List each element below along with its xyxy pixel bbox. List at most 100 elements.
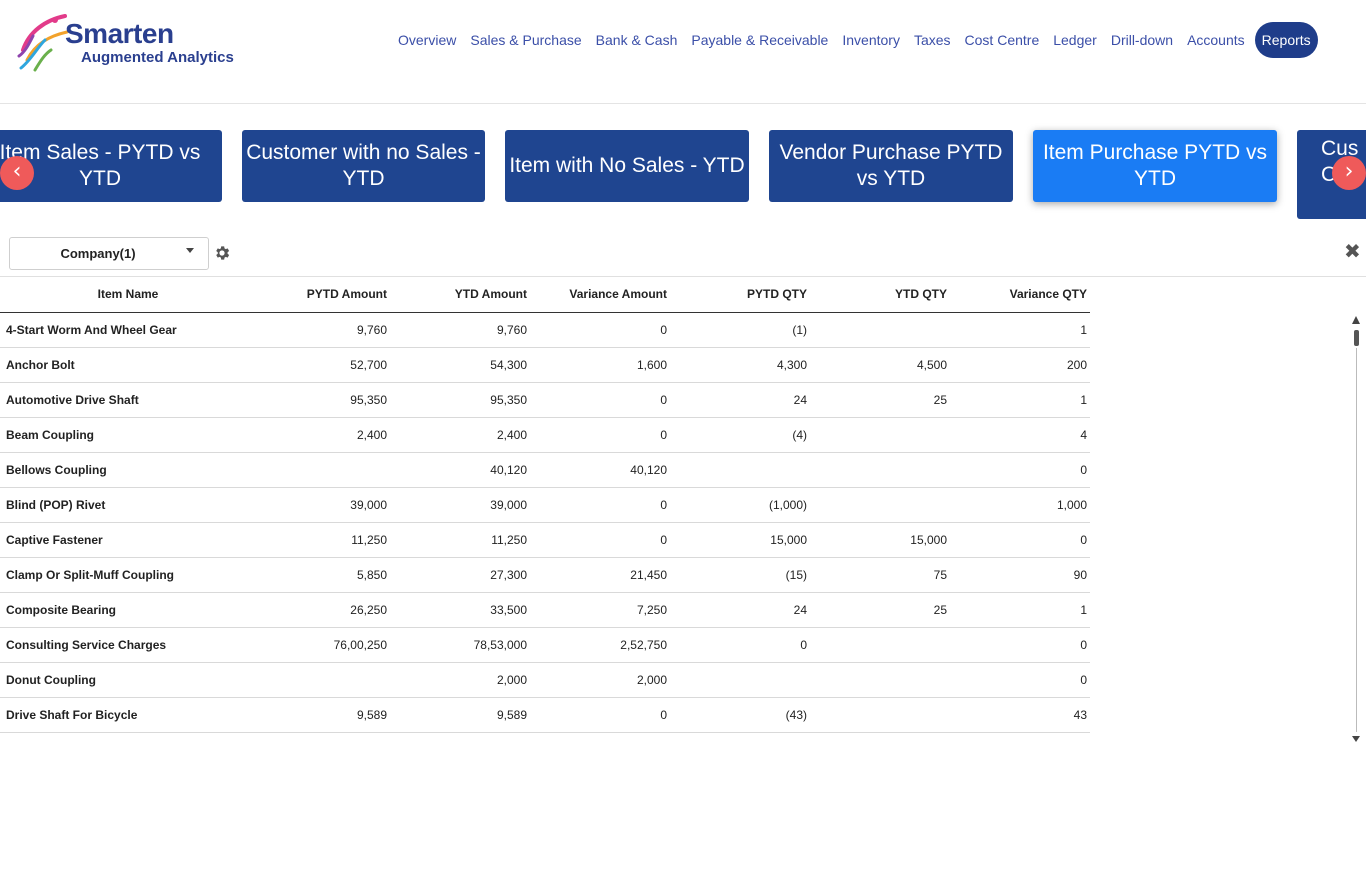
value-cell: 24: [670, 592, 810, 628]
value-cell: 9,589: [256, 697, 390, 733]
table-row[interactable]: Beam Coupling 2,400 2,400 0 (4) 4: [0, 417, 1090, 453]
column-header-variance-amount[interactable]: Variance Amount: [530, 277, 670, 313]
table-row[interactable]: Automotive Drive Shaft 95,350 95,350 0 24 25 1: [0, 382, 1090, 418]
top-header: Smarten Augmented Analytics Overview Sale…: [0, 0, 1366, 104]
nav-item-ledger[interactable]: Ledger: [1053, 32, 1097, 48]
value-cell: 9,760: [256, 312, 390, 348]
value-cell: 7,250: [530, 592, 670, 628]
scrollbar-thumb[interactable]: [1354, 330, 1359, 346]
value-cell: [810, 312, 950, 348]
value-cell: 2,000: [390, 662, 530, 698]
column-header-pytd-qty[interactable]: PYTD QTY: [670, 277, 810, 313]
report-card-3[interactable]: Item with No Sales - YTD: [505, 130, 749, 202]
value-cell: 0: [530, 487, 670, 523]
value-cell: 0: [950, 662, 1090, 698]
column-header-pytd-amount[interactable]: PYTD Amount: [256, 277, 390, 313]
column-header-item-name[interactable]: Item Name: [0, 277, 256, 313]
value-cell: 2,400: [256, 417, 390, 453]
value-cell: 95,350: [390, 382, 530, 418]
table-row[interactable]: Bellows Coupling 40,120 40,120 0: [0, 452, 1090, 488]
table-row[interactable]: Blind (POP) Rivet 39,000 39,000 0 (1,000) 1,0…: [0, 487, 1090, 523]
value-cell: (15): [670, 557, 810, 593]
scroll-up-arrow-icon[interactable]: [1352, 316, 1360, 324]
value-cell: 78,53,000: [390, 627, 530, 663]
table-scrollbar[interactable]: [1350, 316, 1364, 742]
table-header-row: Item Name PYTD Amount YTD Amount Variance A…: [0, 277, 1090, 313]
table-row[interactable]: Consulting Service Charges 76,00,250 78,53…: [0, 627, 1090, 663]
company-dropdown-label: Company(1): [60, 246, 136, 261]
company-dropdown[interactable]: Company(1): [9, 237, 209, 270]
value-cell: 1: [950, 592, 1090, 628]
value-cell: 1: [950, 312, 1090, 348]
value-cell: 43: [950, 697, 1090, 733]
value-cell: 39,000: [256, 487, 390, 523]
close-icon[interactable]: ✖: [1344, 239, 1361, 263]
logo-tagline-text: Augmented Analytics: [81, 49, 234, 66]
value-cell: 2,000: [530, 662, 670, 698]
report-card-5[interactable]: Item Purchase PYTD vs YTD: [1033, 130, 1277, 202]
nav-item-payable-receivable[interactable]: Payable & Receivable: [691, 32, 829, 48]
value-cell: 33,500: [390, 592, 530, 628]
report-table-container: Item Name PYTD Amount YTD Amount Variance A…: [0, 277, 1090, 733]
column-header-ytd-amount[interactable]: YTD Amount: [390, 277, 530, 313]
table-row[interactable]: Clamp Or Split-Muff Coupling 5,850 27,300 2…: [0, 557, 1090, 593]
value-cell: 2,400: [390, 417, 530, 453]
value-cell: 40,120: [390, 452, 530, 488]
report-table: Item Name PYTD Amount YTD Amount Variance A…: [0, 277, 1090, 733]
value-cell: 1,000: [950, 487, 1090, 523]
value-cell: [810, 662, 950, 698]
nav-item-overview[interactable]: Overview: [398, 32, 457, 48]
smarten-logo[interactable]: Smarten Augmented Analytics: [15, 10, 245, 75]
table-row[interactable]: Anchor Bolt 52,700 54,300 1,600 4,300 4,500 20…: [0, 347, 1090, 383]
value-cell: 54,300: [390, 347, 530, 383]
value-cell: [810, 697, 950, 733]
table-row[interactable]: Drive Shaft For Bicycle 9,589 9,589 0 (43) 43: [0, 697, 1090, 733]
nav-item-drill-down[interactable]: Drill-down: [1110, 32, 1174, 48]
value-cell: 25: [810, 592, 950, 628]
nav-item-inventory[interactable]: Inventory: [842, 32, 900, 48]
nav-item-bank-cash[interactable]: Bank & Cash: [595, 32, 678, 48]
value-cell: 0: [950, 452, 1090, 488]
report-card-4[interactable]: Vendor Purchase PYTD vs YTD: [769, 130, 1013, 202]
carousel-prev-arrow-icon[interactable]: ‹: [0, 156, 34, 190]
item-name-cell: Automotive Drive Shaft: [0, 382, 256, 418]
nav-item-taxes[interactable]: Taxes: [913, 32, 951, 48]
nav-item-sales-purchase[interactable]: Sales & Purchase: [470, 32, 582, 48]
value-cell: 1,600: [530, 347, 670, 383]
value-cell: [256, 452, 390, 488]
nav-item-cost-centre[interactable]: Cost Centre: [964, 32, 1040, 48]
value-cell: 0: [950, 627, 1090, 663]
gear-icon[interactable]: [213, 244, 231, 262]
table-row[interactable]: Composite Bearing 26,250 33,500 7,250 24 25 1: [0, 592, 1090, 628]
scrollbar-track[interactable]: [1356, 348, 1357, 732]
item-name-cell: Anchor Bolt: [0, 347, 256, 383]
nav-item-accounts[interactable]: Accounts: [1187, 32, 1245, 48]
value-cell: [810, 627, 950, 663]
value-cell: (43): [670, 697, 810, 733]
value-cell: 9,760: [390, 312, 530, 348]
value-cell: (1): [670, 312, 810, 348]
value-cell: 27,300: [390, 557, 530, 593]
table-row[interactable]: Donut Coupling 2,000 2,000 0: [0, 662, 1090, 698]
report-card-2[interactable]: Customer with no Sales - YTD: [242, 130, 485, 202]
value-cell: 39,000: [390, 487, 530, 523]
report-card-1[interactable]: Item Sales - PYTD vs YTD: [0, 130, 222, 202]
value-cell: 200: [950, 347, 1090, 383]
value-cell: (4): [670, 417, 810, 453]
value-cell: 0: [530, 417, 670, 453]
value-cell: 0: [530, 697, 670, 733]
value-cell: [256, 662, 390, 698]
carousel-next-arrow-icon[interactable]: ›: [1332, 156, 1366, 190]
nav-item-reports[interactable]: Reports: [1254, 22, 1318, 58]
column-header-variance-qty[interactable]: Variance QTY: [950, 277, 1090, 313]
table-row[interactable]: Captive Fastener 11,250 11,250 0 15,000 15,00…: [0, 522, 1090, 558]
column-header-ytd-qty[interactable]: YTD QTY: [810, 277, 950, 313]
value-cell: 24: [670, 382, 810, 418]
scroll-down-arrow-icon[interactable]: [1352, 736, 1360, 742]
item-name-cell: Composite Bearing: [0, 592, 256, 628]
value-cell: 90: [950, 557, 1090, 593]
value-cell: 4,300: [670, 347, 810, 383]
value-cell: 21,450: [530, 557, 670, 593]
table-row[interactable]: 4-Start Worm And Wheel Gear 9,760 9,760 0 (1…: [0, 312, 1090, 348]
value-cell: 15,000: [670, 522, 810, 558]
